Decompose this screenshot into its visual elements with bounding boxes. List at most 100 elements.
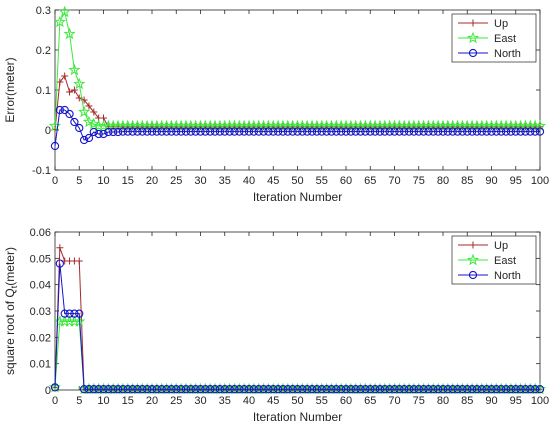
data-point [167, 127, 176, 136]
data-point [61, 72, 69, 80]
data-point [94, 129, 103, 139]
data-point [501, 385, 511, 394]
data-point [109, 127, 118, 137]
x-tick-label: 35 [219, 175, 231, 187]
x-tick-label: 100 [531, 395, 549, 407]
data-point [278, 127, 288, 136]
data-point [283, 127, 292, 136]
data-point [293, 127, 302, 136]
data-point [424, 385, 433, 394]
data-point [142, 385, 152, 394]
x-tick-label: 55 [316, 175, 328, 187]
legend-label: North [494, 270, 521, 282]
data-point [521, 127, 530, 136]
data-point [84, 133, 94, 143]
data-point [152, 385, 161, 394]
data-point [501, 127, 511, 136]
data-point [336, 127, 346, 136]
data-point [89, 127, 98, 137]
data-point [307, 385, 317, 394]
data-point [172, 127, 181, 136]
data-point [526, 385, 535, 394]
data-point [433, 385, 443, 394]
data-point [206, 385, 215, 394]
legend-swatch-marker [469, 241, 477, 249]
data-point [467, 385, 477, 394]
x-tick-label: 15 [122, 395, 134, 407]
data-point [225, 385, 234, 394]
y-tick-label: 0.1 [36, 85, 51, 97]
data-point [453, 385, 462, 394]
data-point [511, 385, 520, 394]
data-point [400, 385, 409, 394]
data-point [293, 385, 302, 394]
data-point [249, 127, 258, 136]
data-point [264, 385, 273, 394]
data-point [506, 385, 516, 394]
data-point [104, 385, 113, 394]
data-point [85, 102, 93, 110]
data-point [375, 127, 385, 136]
data-point [147, 385, 157, 394]
data-point [429, 385, 438, 394]
data-point [303, 127, 312, 136]
data-point [53, 15, 66, 28]
data-point [162, 127, 171, 136]
data-point [239, 385, 249, 394]
data-point [516, 127, 525, 136]
x-tick-label: 60 [340, 395, 352, 407]
x-tick-label: 95 [510, 175, 522, 187]
data-point [65, 109, 74, 119]
x-tick-label: 65 [364, 395, 376, 407]
data-point [230, 385, 239, 394]
data-point [404, 127, 414, 136]
data-point [535, 385, 545, 394]
y-tick-label: -0.1 [32, 165, 51, 177]
data-point [176, 127, 186, 136]
data-point [75, 123, 84, 133]
x-tick-label: 75 [413, 175, 425, 187]
y-tick-label: 0.2 [36, 45, 51, 57]
data-point [249, 385, 258, 394]
data-point [419, 385, 428, 394]
x-tick-label: 5 [76, 175, 82, 187]
data-point [118, 127, 128, 136]
data-point [176, 385, 186, 394]
y-axis-label: Error(meter) [3, 57, 17, 122]
x-tick-label: 60 [340, 175, 352, 187]
legend: Up East North [451, 13, 537, 63]
data-point [133, 127, 142, 136]
data-point [346, 127, 355, 136]
data-point [385, 127, 394, 136]
series-north [50, 105, 545, 151]
data-point [317, 385, 326, 394]
data-point [259, 385, 268, 394]
data-point [511, 127, 520, 136]
legend-label: East [494, 33, 516, 45]
x-tick-label: 85 [461, 395, 473, 407]
data-point [497, 127, 506, 136]
x-tick-label: 80 [437, 395, 449, 407]
legend-label: North [494, 48, 521, 60]
x-tick-label: 15 [122, 175, 134, 187]
data-point [322, 385, 331, 394]
x-tick-label: 35 [219, 395, 231, 407]
data-point [361, 127, 370, 136]
data-point [443, 385, 452, 394]
data-point [477, 385, 486, 394]
data-point [332, 385, 341, 394]
data-point [235, 127, 244, 136]
y-tick-label: 0.3 [36, 5, 51, 17]
y-tick-label: 0.01 [30, 359, 51, 371]
data-point [487, 385, 496, 394]
data-point [230, 127, 239, 136]
data-point [73, 77, 86, 90]
data-point [327, 127, 336, 136]
data-point [283, 385, 292, 394]
data-point [370, 127, 380, 136]
data-point [341, 127, 351, 136]
data-point [142, 127, 152, 136]
data-point [77, 105, 91, 118]
data-point [138, 385, 147, 394]
data-point [288, 385, 297, 394]
